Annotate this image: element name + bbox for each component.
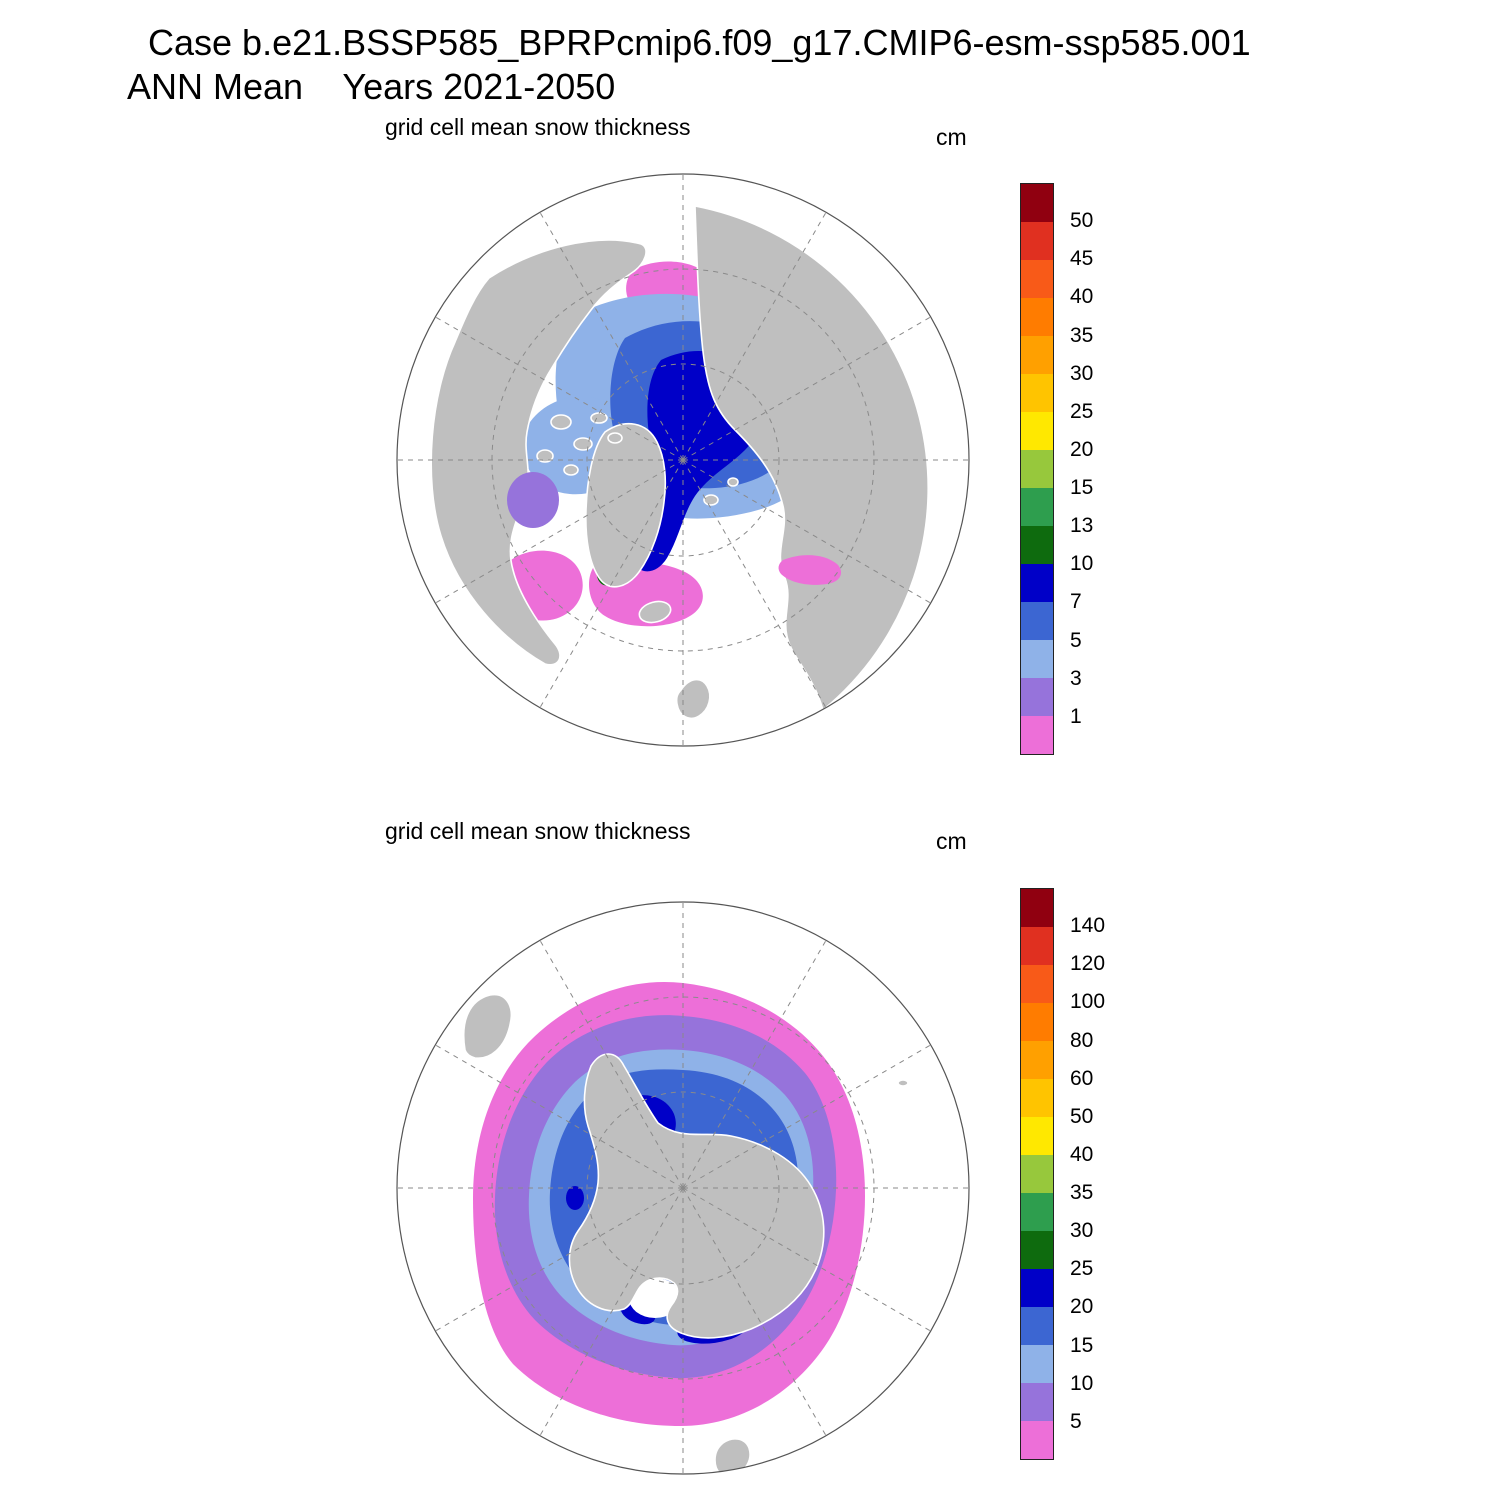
- colorbar-tick-label: 45: [1070, 247, 1094, 271]
- colorbar-tick-label: 1: [1070, 704, 1082, 728]
- colorbar-segment: [1021, 965, 1053, 1003]
- colorbar-segment: [1021, 1079, 1053, 1117]
- nh-colorbar: 50 45 40 35 30 25 20 15 13 10 7 5 3 1: [1020, 183, 1150, 755]
- colorbar-segment: [1021, 450, 1053, 488]
- nh-graticule: [397, 174, 969, 746]
- colorbar-segment: [1021, 678, 1053, 716]
- colorbar-tick-label: 50: [1070, 209, 1094, 233]
- colorbar-segment: [1021, 1231, 1053, 1269]
- nh-units-label: cm: [936, 124, 967, 150]
- colorbar-segment: [1021, 184, 1053, 222]
- colorbar-tick-label: 35: [1070, 1181, 1094, 1205]
- colorbar-segment: [1021, 602, 1053, 640]
- colorbar-segment: [1021, 1003, 1053, 1041]
- colorbar-segment: [1021, 927, 1053, 965]
- colorbar-tick-label: 13: [1070, 514, 1094, 538]
- colorbar-segment: [1021, 1421, 1053, 1459]
- colorbar-tick-label: 35: [1070, 323, 1094, 347]
- colorbar-segment: [1021, 1383, 1053, 1421]
- colorbar-tick-label: 100: [1070, 990, 1106, 1014]
- colorbar-tick-label: 7: [1070, 590, 1082, 614]
- nh-map-title: grid cell mean snow thickness: [385, 114, 691, 140]
- colorbar-tick-label: 140: [1070, 914, 1106, 938]
- nh-polar-map: [396, 173, 970, 747]
- nh-enclosed-sea-layer: [507, 472, 842, 585]
- nh-colorbar-segments: [1020, 183, 1054, 755]
- sh-graticule: [397, 902, 969, 1474]
- colorbar-tick-label: 15: [1070, 476, 1094, 500]
- colorbar-tick-label: 50: [1070, 1104, 1094, 1128]
- colorbar-segment: [1021, 1155, 1053, 1193]
- sh-colorbar-labels: 140 120 100 80 60 50 40 35 30 25 20 15 10 5: [1070, 888, 1148, 1460]
- colorbar-segment: [1021, 716, 1053, 754]
- sh-colorbar-segments: [1020, 888, 1054, 1460]
- colorbar-segment: [1021, 1269, 1053, 1307]
- colorbar-segment: [1021, 526, 1053, 564]
- colorbar-segment: [1021, 298, 1053, 336]
- colorbar-tick-label: 25: [1070, 1257, 1094, 1281]
- sh-land-layer: [463, 993, 909, 1474]
- mean-years-subtitle: ANN Mean Years 2021-2050: [127, 66, 616, 107]
- colorbar-segment: [1021, 374, 1053, 412]
- nh-colorbar-labels: 50 45 40 35 30 25 20 15 13 10 7 5 3 1: [1070, 183, 1148, 755]
- colorbar-tick-label: 60: [1070, 1066, 1094, 1090]
- nh-land-layer: [430, 205, 929, 720]
- colorbar-segment: [1021, 1041, 1053, 1079]
- colorbar-tick-label: 25: [1070, 399, 1094, 423]
- colorbar-tick-label: 5: [1070, 1409, 1082, 1433]
- colorbar-segment: [1021, 889, 1053, 927]
- colorbar-tick-label: 10: [1070, 552, 1094, 576]
- colorbar-segment: [1021, 412, 1053, 450]
- colorbar-tick-label: 40: [1070, 285, 1094, 309]
- colorbar-tick-label: 20: [1070, 1295, 1094, 1319]
- sh-colorbar: 140 120 100 80 60 50 40 35 30 25 20 15 10 5: [1020, 888, 1150, 1460]
- case-title: Case b.e21.BSSP585_BPRPcmip6.f09_g17.CMI…: [148, 22, 1251, 63]
- sh-units-label: cm: [936, 828, 967, 854]
- colorbar-tick-label: 20: [1070, 437, 1094, 461]
- colorbar-tick-label: 30: [1070, 361, 1094, 385]
- colorbar-tick-label: 10: [1070, 1371, 1094, 1395]
- colorbar-tick-label: 5: [1070, 628, 1082, 652]
- colorbar-tick-label: 120: [1070, 952, 1106, 976]
- sh-polar-map: [396, 901, 970, 1475]
- colorbar-segment: [1021, 1117, 1053, 1155]
- colorbar-segment: [1021, 260, 1053, 298]
- colorbar-tick-label: 30: [1070, 1219, 1094, 1243]
- colorbar-segment: [1021, 564, 1053, 602]
- colorbar-tick-label: 40: [1070, 1142, 1094, 1166]
- colorbar-segment: [1021, 488, 1053, 526]
- colorbar-segment: [1021, 222, 1053, 260]
- nh-map-boundary: [396, 173, 970, 747]
- colorbar-segment: [1021, 1193, 1053, 1231]
- colorbar-tick-label: 80: [1070, 1028, 1094, 1052]
- colorbar-segment: [1021, 1345, 1053, 1383]
- colorbar-tick-label: 15: [1070, 1333, 1094, 1357]
- sh-map-title: grid cell mean snow thickness: [385, 818, 691, 844]
- colorbar-segment: [1021, 640, 1053, 678]
- colorbar-segment: [1021, 1307, 1053, 1345]
- sh-map-boundary: [396, 901, 970, 1475]
- colorbar-segment: [1021, 336, 1053, 374]
- colorbar-tick-label: 3: [1070, 666, 1082, 690]
